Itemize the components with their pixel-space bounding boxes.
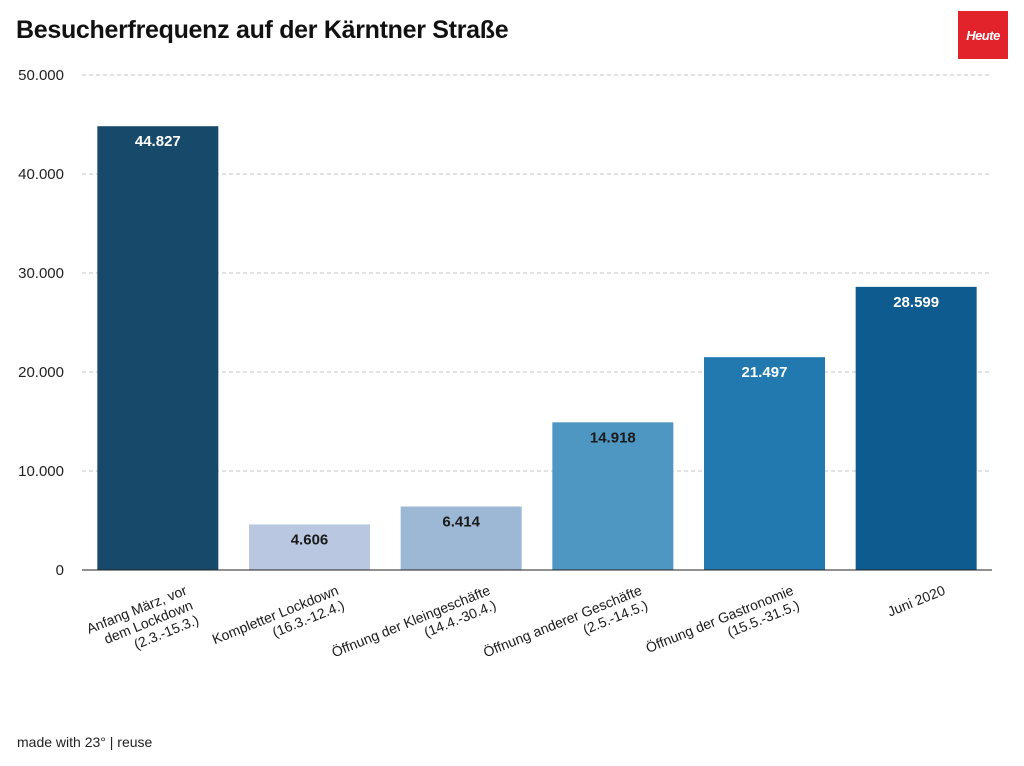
bar [704, 357, 825, 570]
bar-value-label: 21.497 [742, 364, 788, 381]
y-tick-label: 10.000 [18, 463, 64, 480]
bar-chart: 0 10.000 20.000 30.000 40.000 50.000 44.827 Anf… [18, 67, 992, 675]
x-tick-label: Juni 2020 [885, 582, 947, 620]
y-tick-label: 20.000 [18, 364, 64, 381]
chart-title: Besucherfrequenz auf der Kärntner Straße [16, 16, 509, 44]
y-tick-label: 30.000 [18, 265, 64, 282]
bar [855, 286, 977, 570]
y-tick-label: 50.000 [18, 67, 64, 84]
x-tick-label: Kompletter Lockdown(16.3.-12.4.) [210, 582, 347, 662]
brand-logo-text: Heute [966, 27, 1000, 43]
bar-value-label: 28.599 [893, 294, 939, 311]
x-tick-label: Öffnung der Gastronomie(15.5.-31.5.) [643, 581, 802, 671]
bar-value-label: 4.606 [291, 531, 329, 548]
bar [552, 422, 674, 570]
bar-value-label: 6.414 [442, 514, 480, 531]
bar [400, 506, 522, 570]
y-tick-label: 0 [56, 562, 64, 579]
bar [249, 524, 370, 570]
footer-credit[interactable]: made with 23° | reuse [17, 734, 153, 750]
bar-value-label: 14.918 [590, 429, 636, 446]
y-tick-label: 40.000 [18, 166, 64, 183]
bar [97, 126, 219, 570]
bar-value-label: 44.827 [135, 133, 181, 150]
brand-logo[interactable]: Heute [958, 11, 1008, 59]
x-tick-label: Anfang März, vordem Lockdown(2.3.-15.3.) [84, 582, 201, 667]
x-tick-label: Öffnung der Kleingeschäfte(14.4.-30.4.) [329, 581, 499, 675]
x-tick-label: Öffnung anderer Geschäfte(2.5.-14.5.) [481, 581, 651, 675]
